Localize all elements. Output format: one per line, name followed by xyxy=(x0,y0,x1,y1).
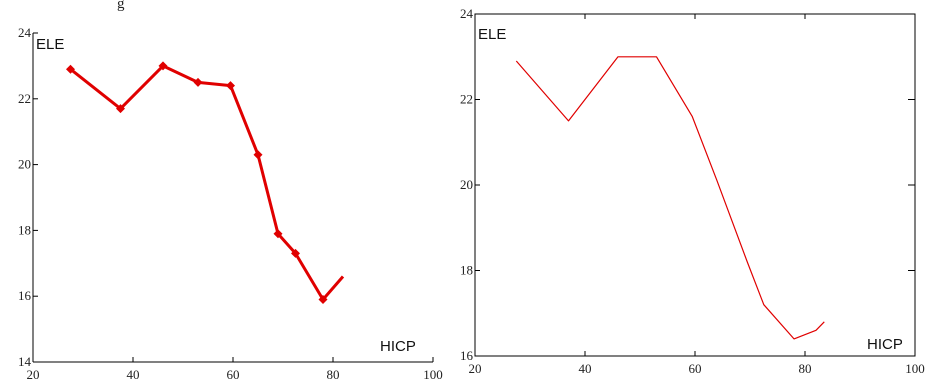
chart-right-xtick-label: 20 xyxy=(469,361,482,376)
header-fragment: g xyxy=(117,0,125,12)
chart-left-ylabel: ELE xyxy=(36,36,64,53)
chart-right-series-line xyxy=(515,56,825,340)
chart-left-data-point xyxy=(226,81,235,91)
chart-left-xtick-label: 40 xyxy=(127,367,140,382)
chart-left-data-point xyxy=(66,64,75,74)
chart-left-data-point xyxy=(193,77,203,87)
chart-left-data-point xyxy=(318,294,328,304)
chart-left-ytick-label: 22 xyxy=(18,91,31,106)
chart-left-data-point xyxy=(158,61,168,71)
chart-right-ytick-label: 16 xyxy=(460,348,474,363)
chart-left-ytick-label: 14 xyxy=(18,354,32,369)
chart-right-xtick-label: 100 xyxy=(905,361,925,376)
chart-right-frame xyxy=(474,13,916,357)
chart-left-ticks: 20 40 60 80 100 14 16 18 20 22 24 xyxy=(18,25,443,382)
chart-left-series xyxy=(66,61,345,304)
chart-right-ytick-label: 18 xyxy=(460,263,473,278)
chart-right-xtick-label: 60 xyxy=(689,361,702,376)
chart-left-ytick-label: 20 xyxy=(18,157,31,172)
chart-left-ytick-label: 24 xyxy=(18,25,32,40)
chart-left-axes xyxy=(32,33,433,363)
chart-left-ytick-label: 18 xyxy=(18,222,31,237)
chart-right-ytick-label: 24 xyxy=(460,6,474,21)
chart-left-series-line xyxy=(69,64,345,301)
chart-left: 20 40 60 80 100 14 16 18 20 22 24 ELE HICP xyxy=(18,25,443,382)
chart-left-ytick-label: 16 xyxy=(18,288,32,303)
chart-left-data-point xyxy=(253,150,263,160)
chart-right-xtick-label: 40 xyxy=(579,361,592,376)
chart-right: 20 40 60 80 100 16 18 20 22 24 ELE HICP xyxy=(460,6,925,376)
chart-right-series xyxy=(515,56,825,340)
chart-left-xtick-label: 80 xyxy=(327,367,340,382)
chart-right-xlabel: HICP xyxy=(867,336,903,353)
chart-right-ticks: 20 40 60 80 100 16 18 20 22 24 xyxy=(460,6,925,376)
chart-left-data-point xyxy=(291,248,300,258)
chart-left-data-point xyxy=(116,104,125,114)
chart-right-xtick-label: 80 xyxy=(799,361,812,376)
chart-left-xtick-label: 100 xyxy=(423,367,443,382)
chart-right-ytick-label: 22 xyxy=(460,92,473,107)
chart-right-ylabel: ELE xyxy=(478,26,506,43)
chart-left-data-point xyxy=(273,229,283,239)
chart-left-xtick-label: 60 xyxy=(227,367,240,382)
chart-left-xlabel: HICP xyxy=(380,338,416,355)
chart-right-ytick-label: 20 xyxy=(460,177,473,192)
chart-left-xtick-label: 20 xyxy=(27,367,40,382)
